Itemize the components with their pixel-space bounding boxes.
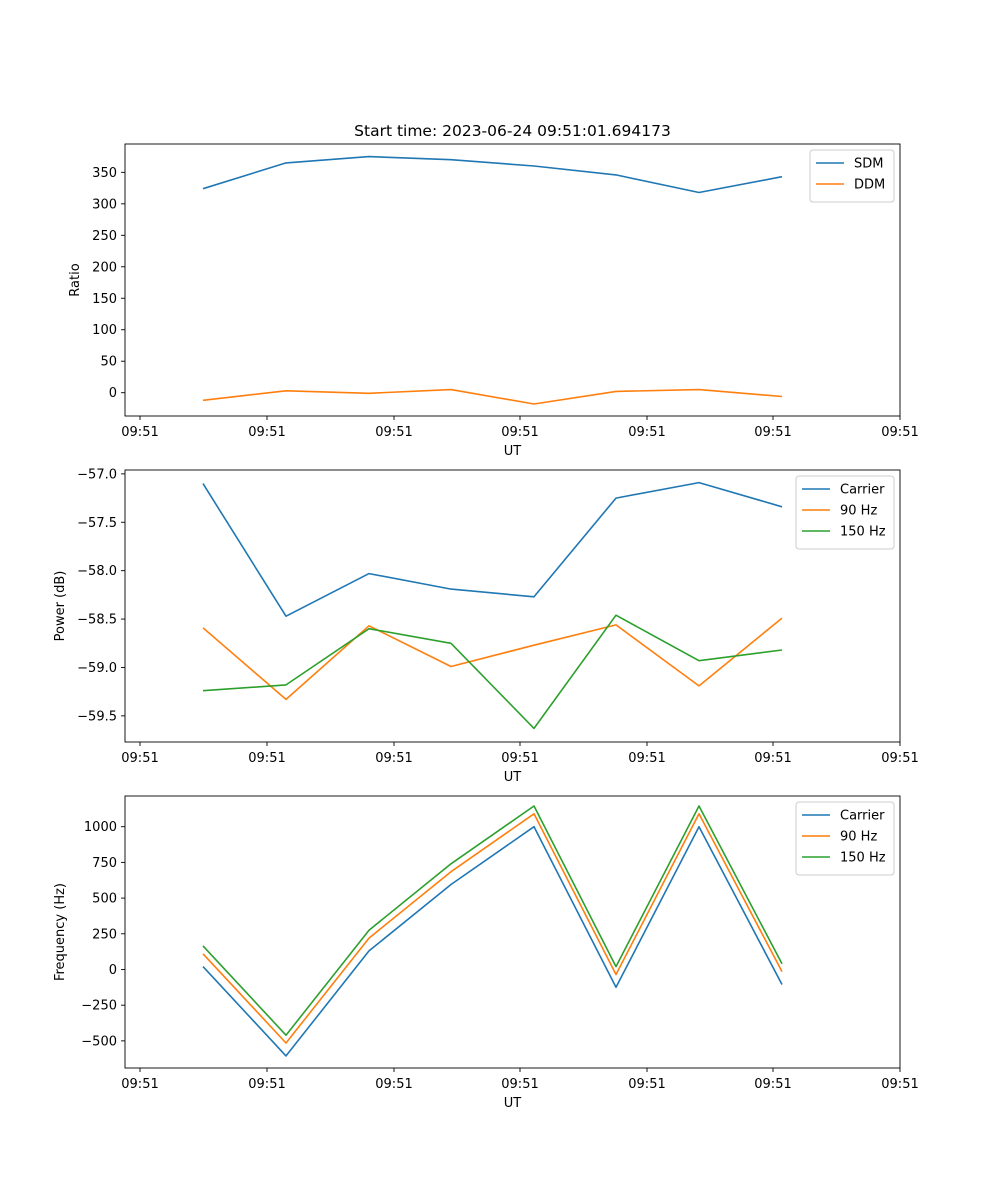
y-tick-label: 0 — [109, 386, 117, 401]
x-tick-label: 09:51 — [881, 751, 918, 766]
y-tick-label: 500 — [92, 892, 117, 907]
axes-frame — [124, 143, 901, 417]
x-tick-label: 09:51 — [375, 1077, 412, 1092]
legend-label-carrier: Carrier — [840, 483, 885, 498]
axes-frame — [124, 469, 901, 743]
series-line-carrier — [202, 825, 783, 1057]
x-tick-label: 09:51 — [628, 425, 665, 440]
x-tick-label: 09:51 — [248, 1077, 285, 1092]
x-axis-label: UT — [504, 444, 522, 459]
power-panel: 09:51 09:51 09:51 09:51 09:51 09:51 09:51 −59.5… — [53, 467, 919, 785]
y-tick-label: −58.0 — [77, 564, 117, 579]
y-axis-label: Power (dB) — [53, 571, 68, 642]
y-tick-label: 200 — [92, 260, 117, 275]
x-tick-label: 09:51 — [248, 425, 285, 440]
y-tick-label: 350 — [92, 166, 117, 181]
legend: Carrier 90 Hz 150 Hz — [795, 801, 895, 876]
y-tick-label: 50 — [100, 355, 117, 370]
series-line-150-hz — [202, 805, 783, 1036]
y-tick-label: 100 — [92, 323, 117, 338]
y-tick-label: −57.5 — [77, 516, 117, 531]
x-tick-label: 09:51 — [754, 751, 791, 766]
x-tick-label: 09:51 — [501, 425, 538, 440]
y-axis-label: Ratio — [68, 263, 83, 296]
y-tick-label: 150 — [92, 292, 117, 307]
y-tick-label: −250 — [81, 999, 117, 1014]
y-axis-label: Frequency (Hz) — [53, 883, 68, 981]
series-line-carrier — [202, 481, 783, 618]
legend-label-sdm: SDM — [854, 157, 883, 172]
x-tick-label: 09:51 — [754, 425, 791, 440]
y-tick-label: 1000 — [84, 820, 117, 835]
legend: Carrier 90 Hz 150 Hz — [795, 475, 895, 550]
y-tick-label: 300 — [92, 197, 117, 212]
x-tick-label: 09:51 — [881, 1077, 918, 1092]
legend-label-90-hz: 90 Hz — [840, 830, 877, 845]
x-tick-label: 09:51 — [248, 751, 285, 766]
y-tick-label: 250 — [92, 927, 117, 942]
y-tick-label: −58.5 — [77, 613, 117, 628]
series-line-90-hz — [202, 812, 783, 1044]
x-tick-label: 09:51 — [375, 425, 412, 440]
x-axis-label: UT — [504, 1096, 522, 1111]
series-line-150-hz — [202, 614, 783, 730]
y-tick-label: −59.0 — [77, 661, 117, 676]
chart-title: Start time: 2023-06-24 09:51:01.694173 — [354, 122, 671, 140]
x-tick-label: 09:51 — [754, 1077, 791, 1092]
y-tick-label: −500 — [81, 1034, 117, 1049]
x-tick-label: 09:51 — [121, 1077, 158, 1092]
series-line-ddm — [202, 388, 783, 405]
legend-label-150-hz: 150 Hz — [840, 525, 886, 540]
y-tick-label: 750 — [92, 856, 117, 871]
legend: SDM DDM — [809, 149, 895, 203]
frequency-panel: 09:51 09:51 09:51 09:51 09:51 09:51 09:51 −500 −… — [53, 795, 919, 1111]
x-axis-label: UT — [504, 770, 522, 785]
y-tick-label: −59.5 — [77, 709, 117, 724]
x-tick-label: 09:51 — [881, 425, 918, 440]
x-tick-label: 09:51 — [375, 751, 412, 766]
legend-label-150-hz: 150 Hz — [840, 851, 886, 866]
y-tick-label: 250 — [92, 229, 117, 244]
x-tick-label: 09:51 — [121, 751, 158, 766]
legend-label-90-hz: 90 Hz — [840, 504, 877, 519]
series-line-sdm — [202, 155, 783, 194]
axes-frame — [124, 795, 901, 1069]
series-line-90-hz — [202, 617, 783, 701]
legend-label-ddm: DDM — [854, 178, 885, 193]
ratio-panel: 09:51 09:51 09:51 09:51 09:51 09:51 09:51 0 50 10… — [68, 143, 919, 459]
x-tick-label: 09:51 — [501, 1077, 538, 1092]
legend-label-carrier: Carrier — [840, 809, 885, 824]
x-tick-label: 09:51 — [121, 425, 158, 440]
x-tick-label: 09:51 — [628, 1077, 665, 1092]
x-tick-label: 09:51 — [628, 751, 665, 766]
y-tick-label: 0 — [109, 963, 117, 978]
x-tick-label: 09:51 — [501, 751, 538, 766]
y-tick-label: −57.0 — [77, 467, 117, 482]
